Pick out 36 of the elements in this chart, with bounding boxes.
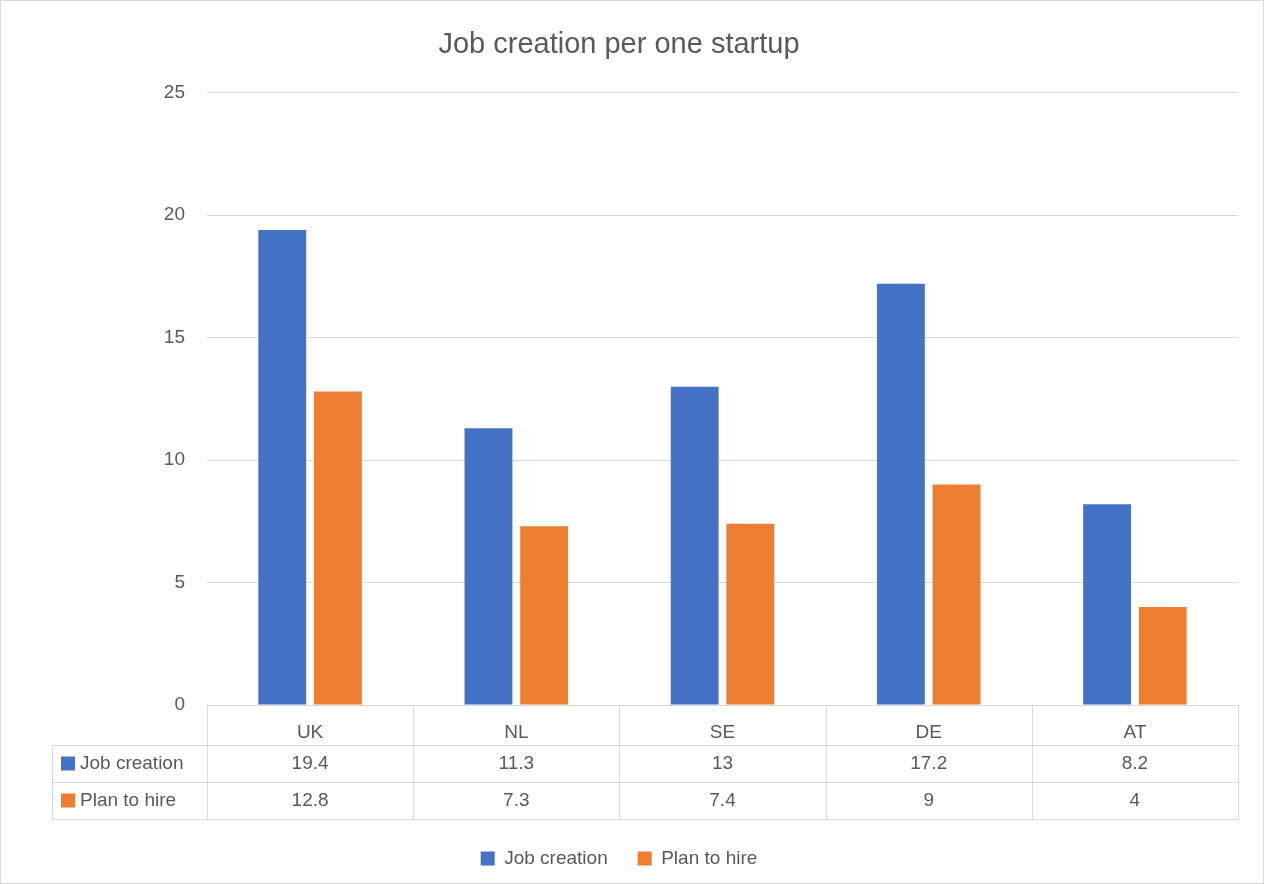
- x-tick-label: NL: [504, 720, 529, 742]
- bar: [464, 428, 513, 705]
- data-label: 7.3: [503, 788, 530, 810]
- x-tick-label: DE: [915, 720, 942, 742]
- data-label: 12.8: [291, 788, 329, 810]
- data-label: 9: [923, 788, 934, 810]
- bar: [932, 484, 981, 705]
- bar: [1083, 504, 1131, 705]
- x-tick-label: AT: [1123, 720, 1147, 742]
- y-tick-label: 5: [174, 570, 185, 592]
- text: Plan to hire: [80, 788, 177, 810]
- data-label: 17.2: [910, 751, 948, 773]
- y-tick-label: 0: [174, 693, 185, 715]
- bar: [876, 283, 925, 705]
- x-tick-label: SE: [709, 720, 736, 742]
- bar: [258, 229, 307, 705]
- data-label: 11.3: [498, 751, 535, 773]
- data-label: 8.2: [1121, 751, 1149, 773]
- y-tick-label: 25: [163, 81, 185, 103]
- bar: [670, 386, 719, 705]
- y-tick-label: 15: [163, 325, 185, 347]
- y-tick-label: 10: [163, 448, 185, 470]
- bar: [520, 526, 569, 705]
- data-label: 13: [711, 751, 734, 773]
- y-tick-label: 20: [163, 203, 185, 225]
- bar: [1138, 607, 1187, 705]
- chart-title: Job creation per one startup: [438, 27, 800, 60]
- x-tick-label: UK: [296, 720, 324, 742]
- data-label: 7.4: [709, 788, 737, 810]
- data-label: 19.4: [291, 751, 330, 773]
- data-label: 4: [1129, 788, 1141, 810]
- text: Job creation: [504, 846, 608, 868]
- legend-label: Job creation: [80, 751, 184, 773]
- legend-label: Plan to hire: [661, 846, 758, 868]
- bar: [726, 523, 775, 705]
- bar: [314, 391, 362, 705]
